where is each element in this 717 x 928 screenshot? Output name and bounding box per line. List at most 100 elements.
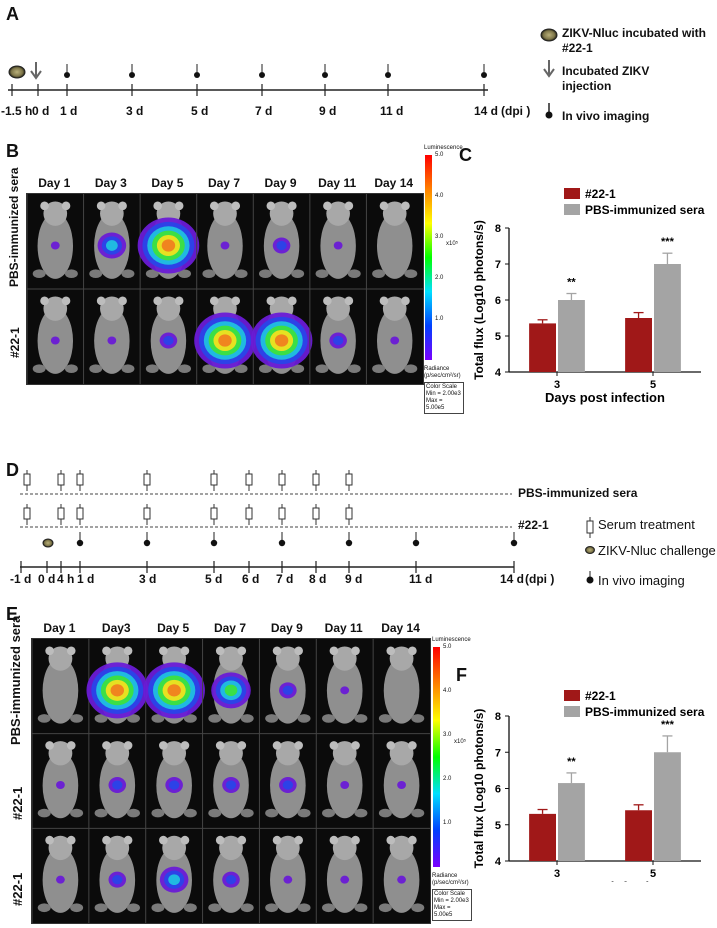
color-gradient-bar [425,155,432,360]
panel-a-timeline [8,28,558,119]
panel-b-color-scale: Luminescence 5.0 4.0 3.0 2.0 1.0 x10⁵ Radiance … [422,145,464,414]
imaging-marker [194,64,200,78]
timeline-a-tick-label: 9 d [319,104,337,118]
bar [529,813,556,861]
panel-e-imaging-grid [31,638,431,924]
imaging-marker [278,532,286,547]
panel-d-row-22-1: #22-1 [518,518,549,532]
imaging-marker [143,532,151,547]
timeline-d-tick-label: 8 d [309,572,327,586]
virus-icon [8,65,26,79]
scale-min: Min = 2.00e3 [426,391,461,397]
timeline-d-tick-label: 4 h [57,572,75,586]
timeline-a-tick-label: 3 d [126,104,144,118]
imaging-marker [64,64,70,78]
mouse-image [372,296,418,374]
mouse-image [208,835,254,913]
imaging-marker [76,532,84,547]
scale-tick: 4.0 [443,688,452,694]
mouse-image [208,646,254,724]
imaging-marker [481,64,487,78]
timeline-a-tick-label: 14 d [474,104,499,118]
imaging-marker [345,532,353,547]
timeline-a-tick-label: -1.5 h [1,104,33,118]
scale-box: Color Scale Min = 2.00e3 Max = 5.00e5 [424,382,464,414]
mouse-image [378,646,425,724]
legend-challenge-icon [585,546,595,554]
mouse-image [94,741,140,819]
legend-imaging-icon-d [586,571,594,584]
timeline-d-tick-label: 3 d [139,572,157,586]
scale-min: Min = 2.00e3 [434,898,469,904]
mouse-image [372,201,418,279]
panel-e-row-label-22-1-b: #22-1 [10,872,25,906]
timeline-d-tick-label: -1 d [10,572,32,586]
mouse-image [145,296,192,374]
scale-radiance: Radiance (p/sec/cm²/sr) [424,366,461,379]
syringe-icon [245,470,253,491]
legend-injection-text: Incubated ZIKV injection [562,64,650,93]
syringe-icon [245,504,253,525]
scale-tick: 3.0 [435,234,444,240]
scale-title: Luminescence [424,145,463,151]
panel-b-day-label: Day 3 [94,176,127,190]
significance-label: ** [567,277,576,289]
x-axis-label: Days post infection [545,390,665,405]
legend-swatch [564,204,580,215]
imaging-marker [259,64,265,78]
panel-b-label: B [6,141,19,161]
panel-e-row-label-22-1-a: #22-1 [10,786,25,820]
y-tick-label: 8 [495,711,501,723]
significance-label: ** [567,756,576,768]
color-gradient-bar [433,647,440,867]
panel-d-label: D [6,460,19,480]
scale-max: Max = 5.00e5 [434,905,453,918]
panel-b-day-label: Day 14 [374,176,414,190]
mouse-image [32,201,78,279]
mouse-image [250,296,313,374]
legend-label: #22-1 [585,689,616,703]
bar [625,318,652,372]
y-tick-label: 5 [495,820,501,832]
scale-tick: 1.0 [443,820,452,826]
legend-swatch [564,188,580,199]
legend-imaging-icon [545,103,553,119]
mouse-image [258,201,305,279]
legend-swatch [564,690,580,701]
syringe-icon [210,470,218,491]
injection-arrow-icon [30,62,42,80]
imaging-marker [322,64,328,78]
mouse-image [315,296,361,374]
legend-label: #22-1 [585,187,616,201]
scale-exponent: x10⁵ [454,739,467,746]
mouse-image [322,741,368,819]
panel-e-day-label: Day 9 [270,621,303,635]
timeline-d-tick-label: 7 d [276,572,294,586]
mouse-image [37,835,84,913]
syringe-icon [345,504,353,525]
mouse-image [265,835,311,913]
syringe-icon [312,470,320,491]
legend-label: PBS-immunized sera [585,203,705,217]
mouse-image [322,835,368,913]
timeline-a-tick-label: (dpi ) [501,104,531,118]
y-tick-label: 7 [495,259,501,271]
timeline-d-tick-label: 1 d [77,572,95,586]
scale-title: Luminescence [432,637,471,643]
imaging-marker [385,64,391,78]
mouse-image [202,201,248,279]
mouse-image [86,646,149,724]
x-tick-label: 3 [554,868,560,880]
timeline-d-tick-label: 9 d [345,572,363,586]
syringe-icon [23,470,31,491]
mouse-image [151,741,197,819]
y-axis-label: Total flux (Log10 photons/s) [472,709,486,869]
y-tick-label: 4 [495,367,502,379]
syringe-icon [57,470,65,491]
imaging-marker [129,64,135,78]
legend-arrow-icon [543,60,555,78]
mouse-image [265,646,311,724]
scale-tick: 2.0 [443,776,452,782]
y-tick-label: 8 [495,223,501,235]
bar [654,752,681,861]
